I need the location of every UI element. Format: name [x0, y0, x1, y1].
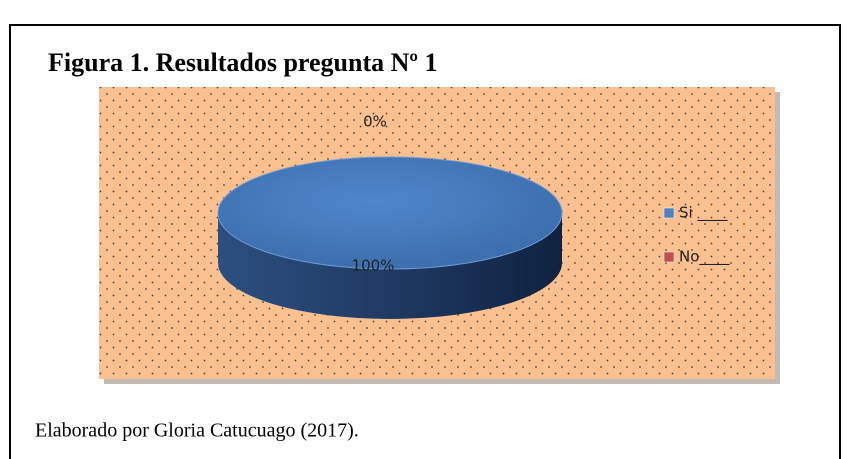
- legend-label: No____: [679, 248, 730, 267]
- data-label: 100%: [352, 257, 395, 275]
- legend-label: Si ____: [679, 204, 728, 223]
- source-note: Elaborado por Gloria Catucuago (2017).: [35, 420, 359, 442]
- pie-slice: [217, 156, 563, 270]
- chart-title: Figura 1. Resultados pregunta Nº 1: [48, 48, 437, 77]
- legend-swatch: [663, 207, 675, 219]
- pie: [217, 156, 563, 319]
- frame: [9, 24, 841, 459]
- legend-swatch: [663, 251, 675, 263]
- data-label: 0%: [363, 113, 387, 131]
- pie-side: [218, 213, 562, 319]
